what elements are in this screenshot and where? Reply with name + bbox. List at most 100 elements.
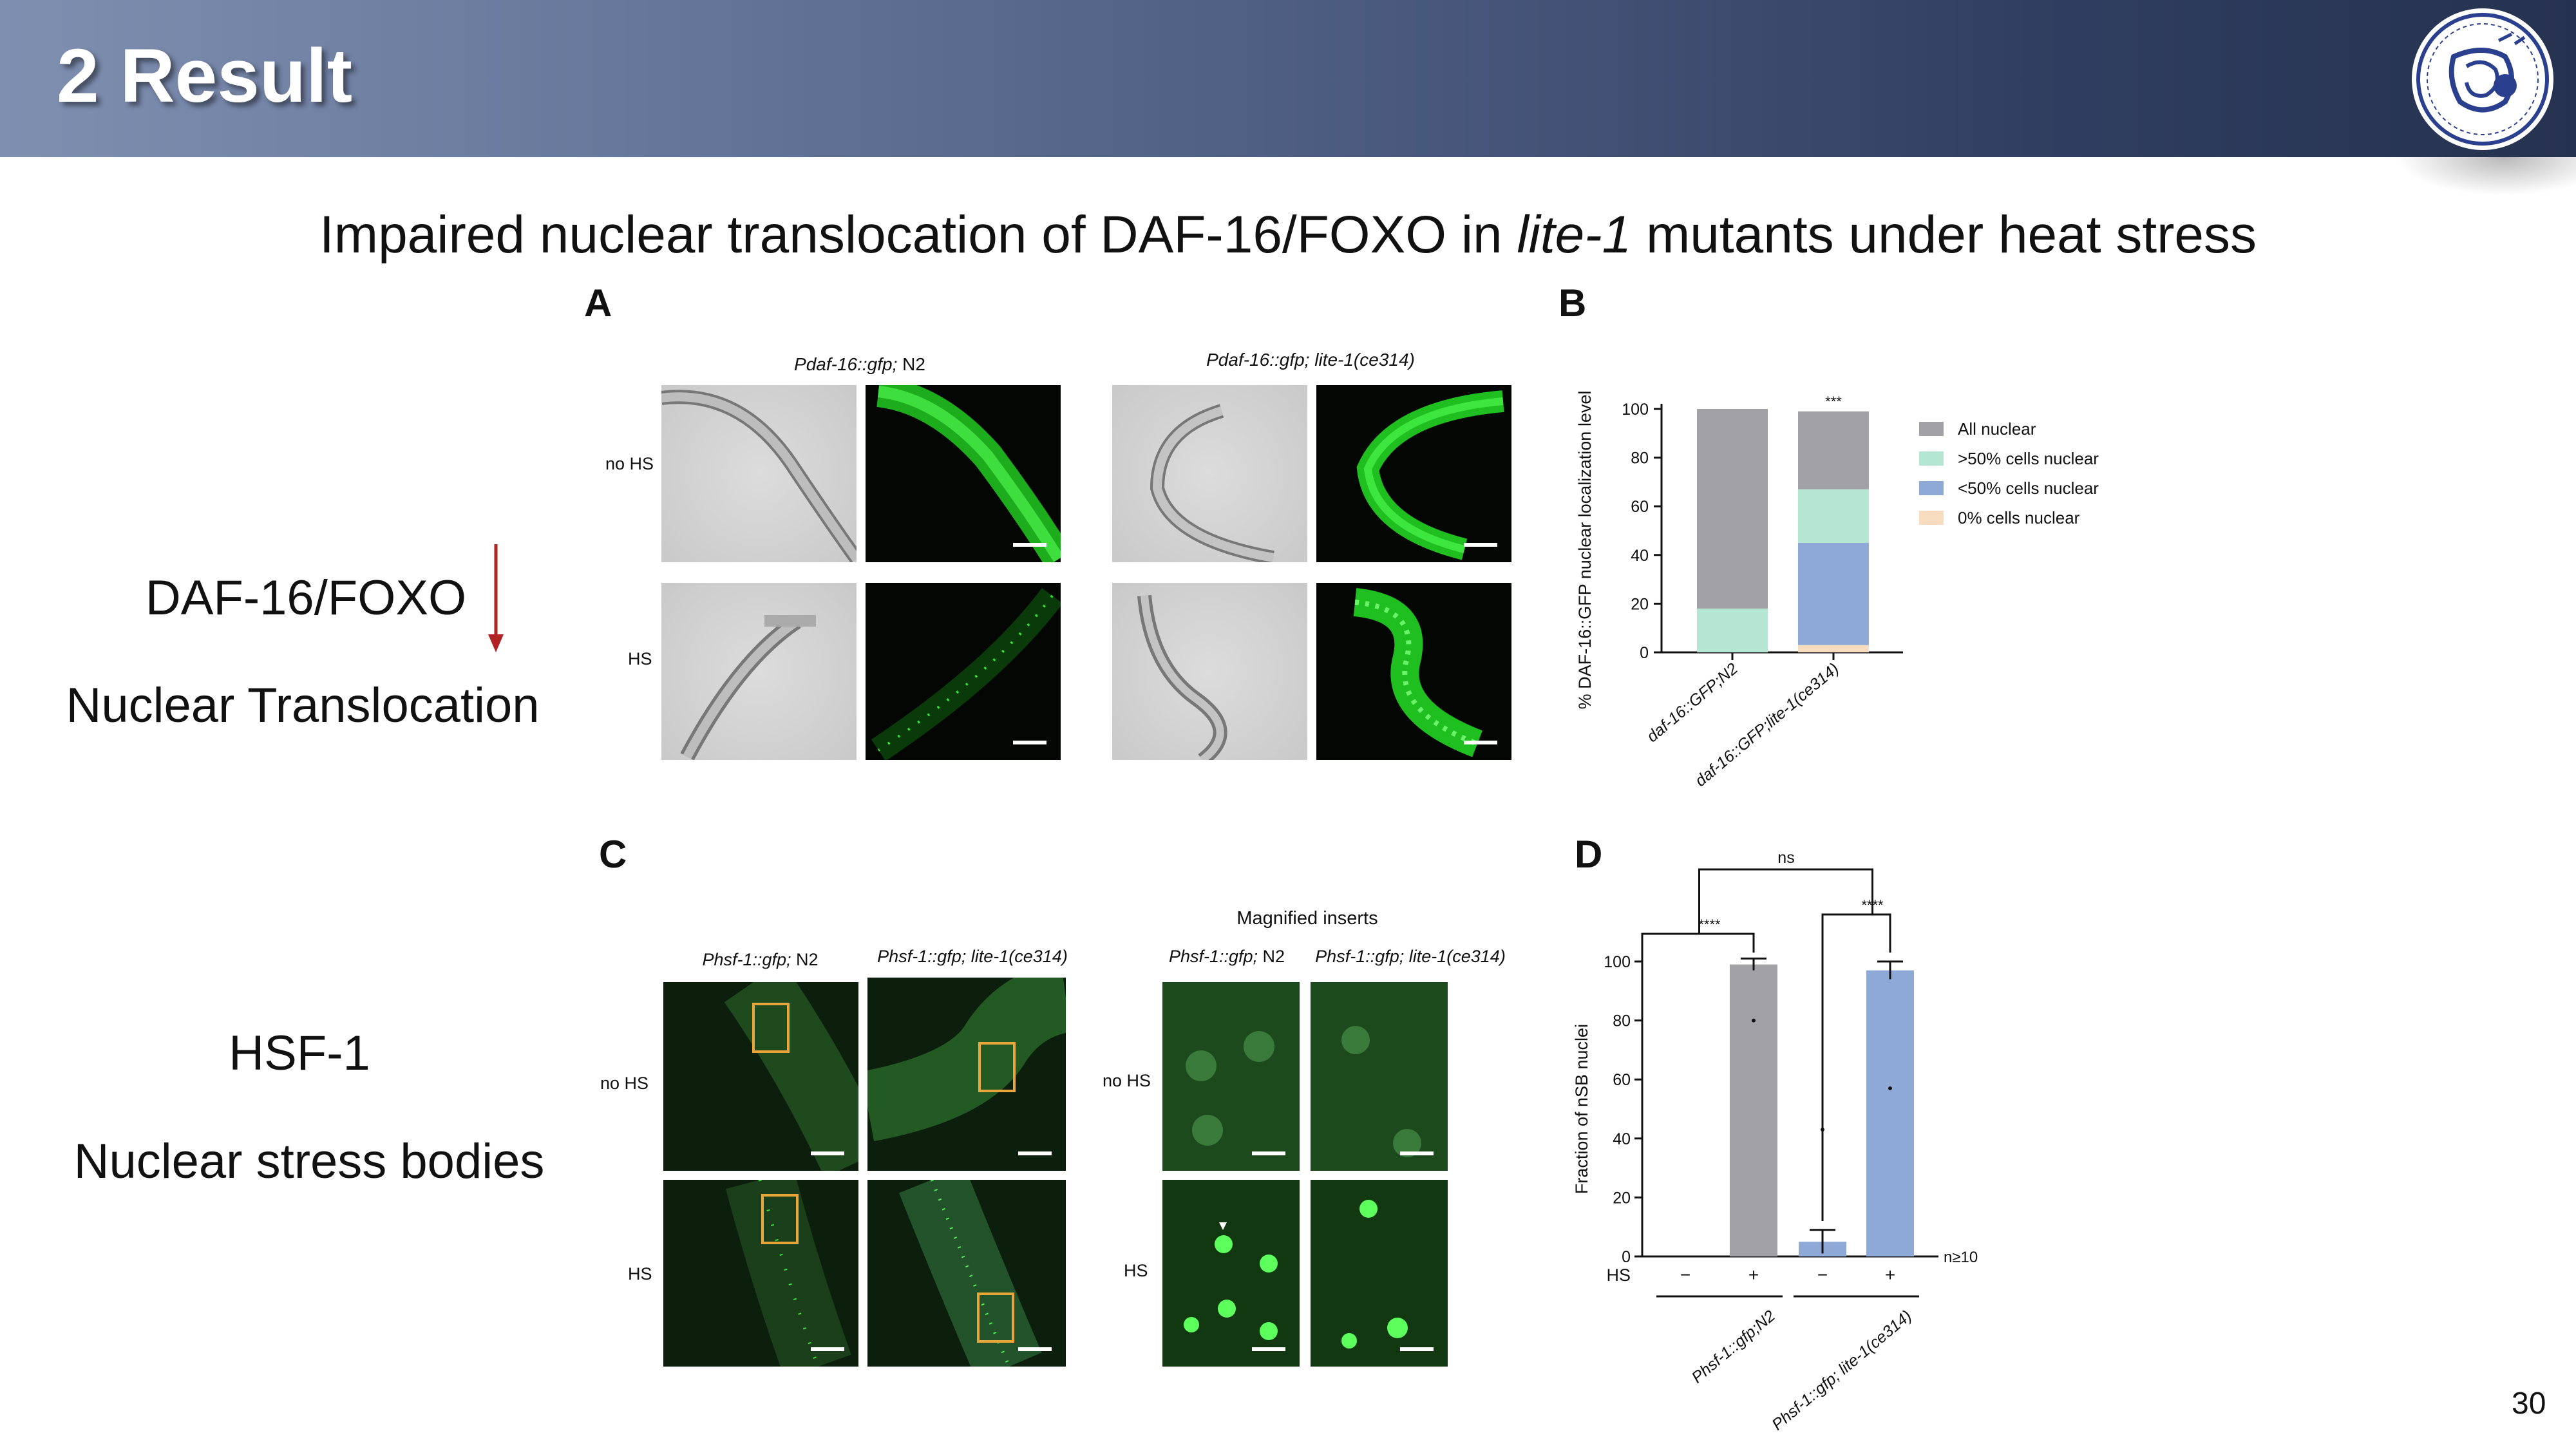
panel-c-inset-row-hs: HS	[1124, 1261, 1148, 1281]
y-tick-label: 0	[1622, 1248, 1631, 1266]
significance-label: ****	[1698, 916, 1721, 933]
x-tick-label: −	[1680, 1265, 1690, 1285]
panel-c-row-hs: HS	[628, 1264, 652, 1284]
micrograph-gfp	[866, 385, 1061, 562]
scale-bar	[1018, 1151, 1052, 1155]
chart-d-bar: 0 20 40 60 80 100 Fraction of nSB nuclei − + − + HS…	[1558, 837, 2048, 1449]
stacked-bar-segment	[1798, 543, 1869, 645]
scale-bar	[1464, 543, 1497, 547]
y-tick-label: 60	[1631, 498, 1649, 516]
y-tick-label: 20	[1631, 595, 1649, 613]
subtitle-text: Impaired nuclear translocation of DAF-16…	[319, 205, 1517, 264]
magnified-inserts-label: Magnified inserts	[1146, 908, 1468, 929]
stacked-bar-segment	[1697, 409, 1768, 609]
slide-title: 2 Result	[57, 32, 352, 120]
caption-plain: N2	[897, 354, 925, 374]
panel-a-row-hs: HS	[628, 649, 652, 669]
legend-swatch	[1919, 451, 1944, 466]
panel-c-inset-caption-lite1: Phsf-1::gfp; lite-1(ce314)	[1304, 947, 1517, 967]
scale-bar	[811, 1151, 844, 1155]
micrograph-inset	[1311, 982, 1448, 1171]
significance-bracket	[1700, 869, 1873, 934]
outlier-point	[1888, 1086, 1892, 1090]
y-tick-label: 100	[1622, 401, 1649, 419]
significance-label: ***	[1825, 393, 1842, 410]
nuclear-stress-bodies-label: Nuclear stress bodies	[19, 1133, 599, 1189]
y-axis-label: Fraction of nSB nuclei	[1572, 1024, 1591, 1194]
caption-plain: N2	[1258, 947, 1285, 966]
panel-a-caption-lite1: Pdaf-16::gfp; lite-1(ce314)	[1111, 350, 1510, 370]
significance-label: ns	[1777, 849, 1794, 867]
group-label: Phsf-1::gfp; lite-1(ce314)	[1768, 1307, 1915, 1434]
micrograph-inset	[1162, 982, 1300, 1171]
scale-bar	[1464, 741, 1497, 744]
x-tick-label: −	[1817, 1265, 1828, 1285]
inset-box	[978, 1042, 1016, 1092]
panel-b-letter: B	[1558, 281, 1586, 325]
daf16-label: DAF-16/FOXO	[16, 570, 596, 626]
y-tick-label: 20	[1613, 1189, 1631, 1207]
scale-bar	[1252, 1151, 1285, 1155]
caption-plain: N2	[791, 950, 819, 969]
y-tick-label: 0	[1640, 644, 1649, 662]
scale-bar	[1400, 1347, 1434, 1351]
caption-italic: Pdaf-16::gfp;	[794, 354, 897, 374]
micrograph-gfp	[663, 982, 858, 1171]
micrograph-gfp	[867, 1180, 1066, 1367]
micrograph-brightfield	[1112, 583, 1307, 760]
header-shadow	[2396, 157, 2576, 196]
subtitle-text-end: mutants under heat stress	[1631, 205, 2257, 264]
down-arrow-icon	[483, 544, 509, 654]
stacked-bar-segment	[1798, 645, 1869, 652]
panel-c-caption-lite1: Phsf-1::gfp; lite-1(ce314)	[866, 947, 1079, 967]
micrograph-gfp	[1316, 583, 1511, 760]
panel-c-caption-n2: Phsf-1::gfp; N2	[662, 950, 858, 970]
bar	[1730, 965, 1777, 1256]
stacked-bar-segment	[1697, 609, 1768, 652]
caption-italic: Phsf-1::gfp;	[1169, 947, 1258, 966]
stacked-bar-segment	[1798, 412, 1869, 489]
outlier-point	[1752, 1019, 1756, 1023]
legend-label: <50% cells nuclear	[1958, 478, 2099, 498]
legend-label: >50% cells nuclear	[1958, 449, 2099, 468]
scale-bar	[811, 1347, 844, 1351]
scale-bar	[1013, 543, 1046, 547]
inset-box	[752, 1003, 790, 1053]
legend-label: 0% cells nuclear	[1958, 508, 2080, 527]
legend-label: All nuclear	[1958, 419, 2036, 439]
y-tick-label: 80	[1613, 1012, 1631, 1030]
legend-swatch	[1919, 481, 1944, 495]
scale-bar	[1400, 1151, 1434, 1155]
chart-b-stacked-bar: 0 20 40 60 80 100 % DAF-16::GFP nuclear locali…	[1558, 348, 2138, 811]
y-tick-label: 40	[1613, 1130, 1631, 1148]
panel-a-caption-n2: Pdaf-16::gfp; N2	[660, 354, 1059, 375]
panel-c-row-nohs: no HS	[600, 1074, 649, 1094]
micrograph-inset	[1162, 1180, 1300, 1367]
group-label: Phsf-1::gfp;N2	[1688, 1307, 1778, 1387]
panel-a-letter: A	[584, 281, 612, 325]
y-tick-label: 80	[1631, 450, 1649, 468]
header-bar	[0, 0, 2576, 157]
hsf1-label: HSF-1	[10, 1025, 589, 1081]
y-axis-label: % DAF-16::GFP nuclear localization level	[1575, 391, 1595, 710]
university-logo	[2409, 5, 2557, 153]
scale-bar	[1013, 741, 1046, 744]
micrograph-gfp	[866, 583, 1061, 760]
scale-bar	[1252, 1347, 1285, 1351]
panel-c-inset-caption-n2: Phsf-1::gfp; N2	[1156, 947, 1298, 967]
y-tick-label: 60	[1613, 1071, 1631, 1089]
inset-box	[977, 1293, 1014, 1343]
nuclear-translocation-label: Nuclear Translocation	[13, 677, 592, 734]
caption-italic: Phsf-1::gfp;	[702, 950, 791, 969]
legend-swatch	[1919, 422, 1944, 436]
micrograph-brightfield	[661, 385, 857, 562]
scale-bar	[1018, 1347, 1052, 1351]
micrograph-brightfield	[1112, 385, 1307, 562]
slide-subtitle: Impaired nuclear translocation of DAF-16…	[0, 205, 2576, 265]
panel-c-letter: C	[599, 832, 627, 876]
page-number: 30	[2512, 1386, 2546, 1421]
bar	[1866, 971, 1914, 1256]
x-tick-label: daf-16::GFP;N2	[1643, 659, 1741, 746]
micrograph-gfp	[867, 978, 1066, 1171]
stacked-bar-segment	[1798, 489, 1869, 543]
